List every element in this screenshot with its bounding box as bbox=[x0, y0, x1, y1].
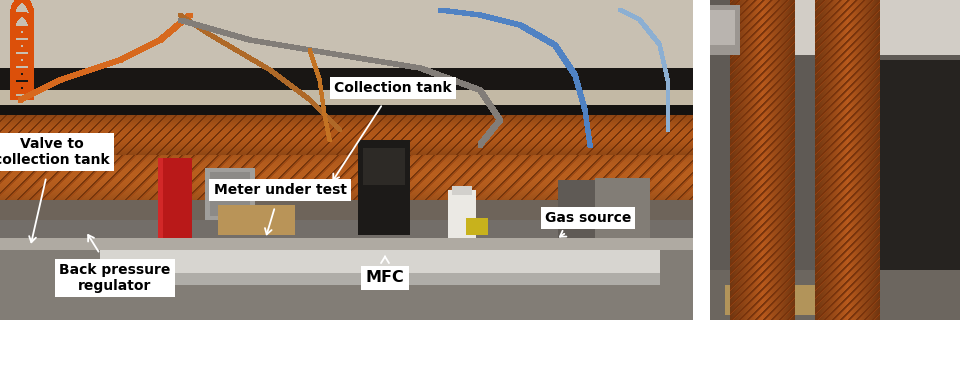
Text: Collection tank: Collection tank bbox=[333, 81, 452, 180]
Text: Gas source: Gas source bbox=[545, 211, 631, 237]
Text: Back pressure
regulator: Back pressure regulator bbox=[60, 235, 171, 293]
Text: Meter under test: Meter under test bbox=[213, 183, 347, 235]
Text: MFC: MFC bbox=[366, 257, 404, 286]
Text: Valve to
collection tank: Valve to collection tank bbox=[0, 137, 109, 242]
